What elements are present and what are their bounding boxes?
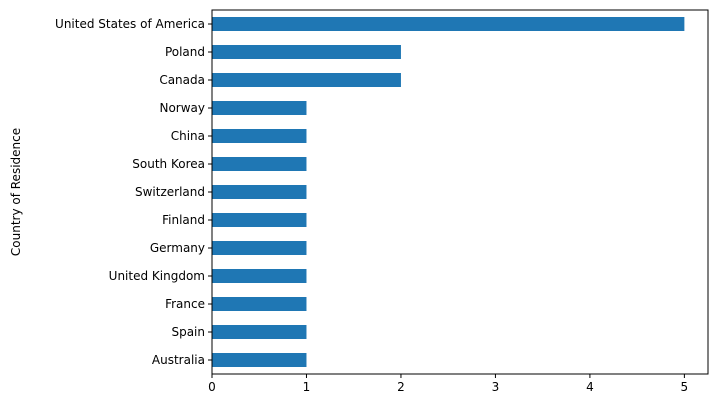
y-tick-label: Australia (152, 353, 205, 367)
bar (212, 17, 685, 31)
y-tick-label: France (165, 297, 205, 311)
bar (212, 353, 307, 367)
y-axis-ticks: United States of America Poland Canada Norw… (55, 17, 212, 367)
bars-group (212, 17, 685, 367)
bar (212, 101, 307, 115)
bar (212, 185, 307, 199)
y-tick-label: Canada (159, 73, 205, 87)
bar (212, 129, 307, 143)
y-tick-label: Finland (162, 213, 205, 227)
x-tick-label: 1 (303, 380, 311, 394)
bar (212, 157, 307, 171)
y-axis-label: Country of Residence (9, 128, 23, 256)
bar (212, 325, 307, 339)
y-tick-label: Poland (165, 45, 205, 59)
bar (212, 269, 307, 283)
bar (212, 241, 307, 255)
y-tick-label: Switzerland (135, 185, 205, 199)
x-tick-label: 3 (492, 380, 500, 394)
x-tick-label: 5 (681, 380, 689, 394)
bar (212, 297, 307, 311)
y-tick-label: Norway (159, 101, 205, 115)
y-tick-label: United States of America (55, 17, 205, 31)
plot-frame (211, 9, 709, 375)
x-tick-label: 2 (397, 380, 405, 394)
y-tick-label: South Korea (132, 157, 205, 171)
y-tick-label: China (171, 129, 205, 143)
y-tick-label: Germany (150, 241, 205, 255)
x-axis-ticks: 0 1 2 3 4 5 (208, 374, 688, 394)
x-tick-label: 0 (208, 380, 216, 394)
bar (212, 213, 307, 227)
y-tick-label: United Kingdom (109, 269, 205, 283)
y-tick-label: Spain (171, 325, 205, 339)
x-tick-label: 4 (586, 380, 594, 394)
bar (212, 73, 401, 87)
bar (212, 45, 401, 59)
